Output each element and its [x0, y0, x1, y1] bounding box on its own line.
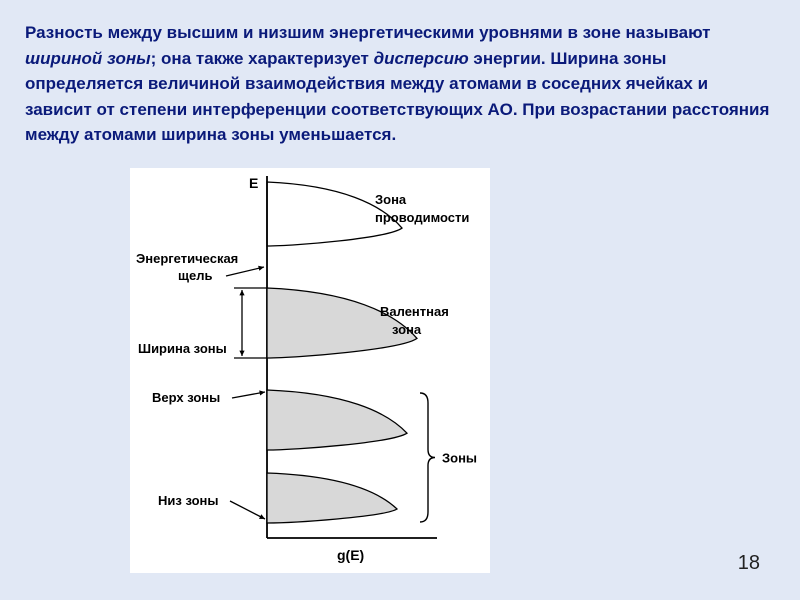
svg-text:Низ зоны: Низ зоны: [158, 493, 219, 508]
description-text: Разность между высшим и низшим энергетич…: [0, 0, 800, 158]
svg-text:Энергетическая: Энергетическая: [136, 251, 238, 266]
svg-text:щель: щель: [178, 268, 212, 283]
svg-text:Зона: Зона: [375, 192, 407, 207]
svg-text:зона: зона: [392, 322, 422, 337]
text-part1: Разность между высшим и низшим энергетич…: [25, 23, 711, 42]
text-part2: ; она также характеризует: [151, 49, 374, 68]
band-diagram: Eg(E) Зона проводимости Энергетическая щель Ш…: [130, 168, 490, 573]
svg-text:Зоны: Зоны: [442, 451, 477, 466]
text-em2: дисперсию: [374, 49, 469, 68]
text-em1: шириной зоны: [25, 49, 151, 68]
svg-text:Ширина зоны: Ширина зоны: [138, 341, 227, 356]
svg-text:g(E): g(E): [337, 547, 364, 563]
svg-text:Валентная: Валентная: [380, 304, 449, 319]
svg-text:Верх зоны: Верх зоны: [152, 390, 220, 405]
page-number: 18: [738, 552, 760, 575]
svg-text:проводимости: проводимости: [375, 210, 469, 225]
svg-text:E: E: [249, 175, 258, 191]
